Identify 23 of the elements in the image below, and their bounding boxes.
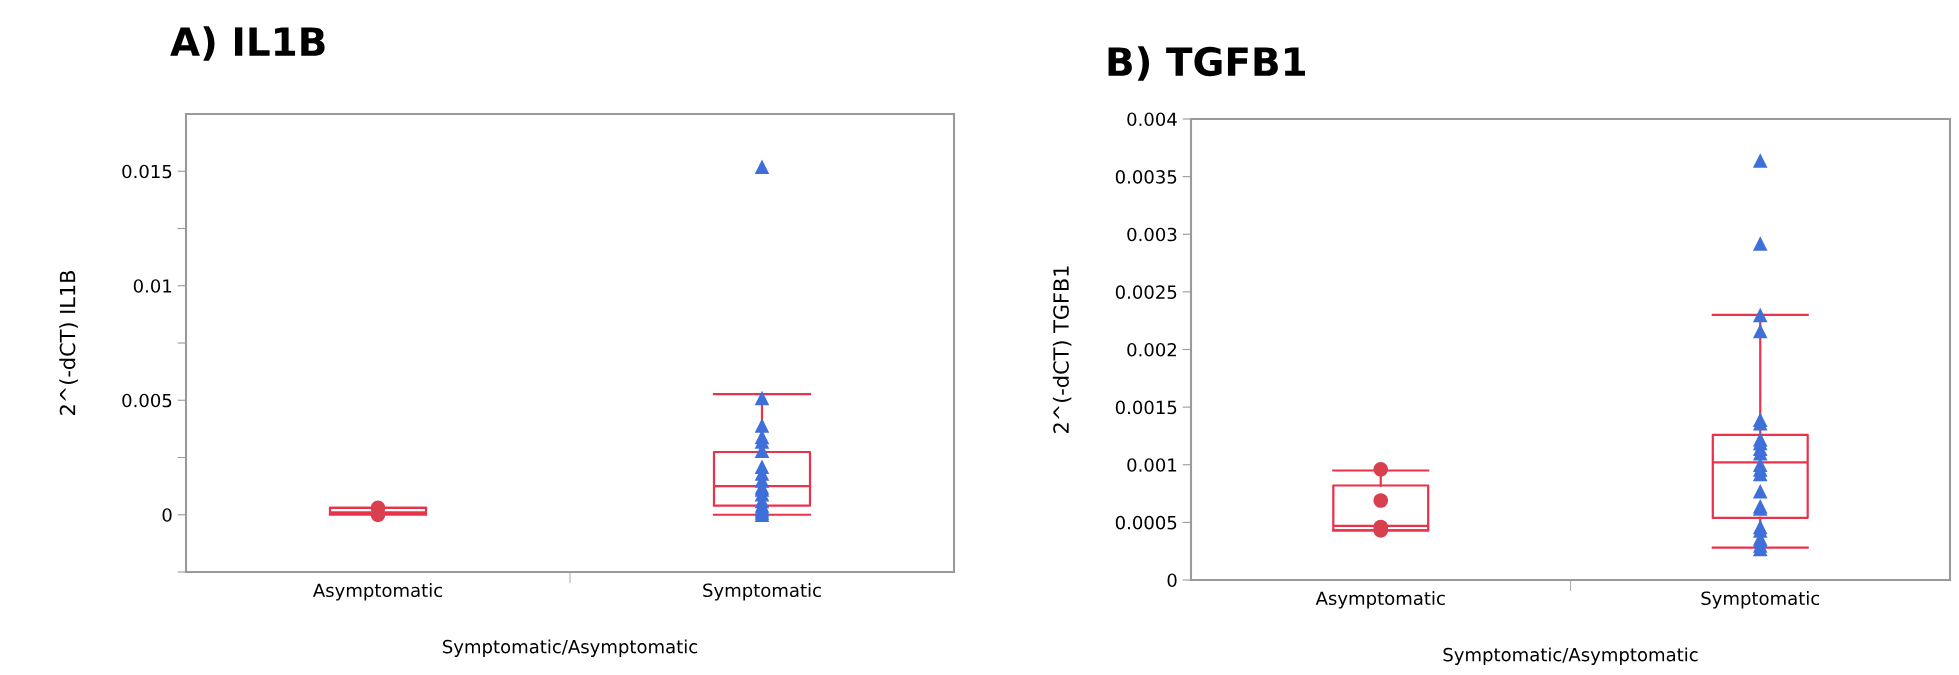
x-axis-title: Symptomatic/Asymptomatic: [1443, 647, 1698, 665]
y-tick-label: 0.001: [1127, 458, 1177, 472]
y-tick-label: 0: [1167, 573, 1177, 588]
y-tick-label: 0.0035: [1115, 170, 1177, 184]
x-tick-label: Symptomatic: [703, 583, 821, 601]
y-tick-label: 0.0025: [1115, 285, 1177, 299]
y-axis-title: 2^(-dCT) TGFB1: [1052, 266, 1072, 433]
y-tick-label: 0.004: [1127, 112, 1177, 127]
chart-title: B) TGFB1: [1108, 46, 1305, 81]
x-tick-label: Asymptomatic: [312, 583, 443, 601]
x-axis-title: Symptomatic/Asymptomatic: [443, 639, 698, 657]
y-tick-label: 0.01: [133, 279, 172, 293]
y-tick-label: 0.005: [122, 393, 172, 408]
y-tick-label: 0: [162, 508, 172, 522]
y-tick-label: 0.0015: [1115, 400, 1177, 415]
x-tick-label: Asymptomatic: [1315, 591, 1445, 609]
y-axis-title: 2^(-dCT) IL1B: [59, 271, 78, 415]
y-tick-label: 0.002: [1127, 342, 1176, 357]
chart-title: A) IL1B: [170, 26, 325, 61]
y-tick-label: 0.015: [122, 164, 172, 179]
x-tick-label: Symptomatic: [1701, 591, 1820, 609]
y-tick-label: 0.0005: [1115, 515, 1177, 530]
y-tick-label: 0.003: [1127, 227, 1177, 242]
